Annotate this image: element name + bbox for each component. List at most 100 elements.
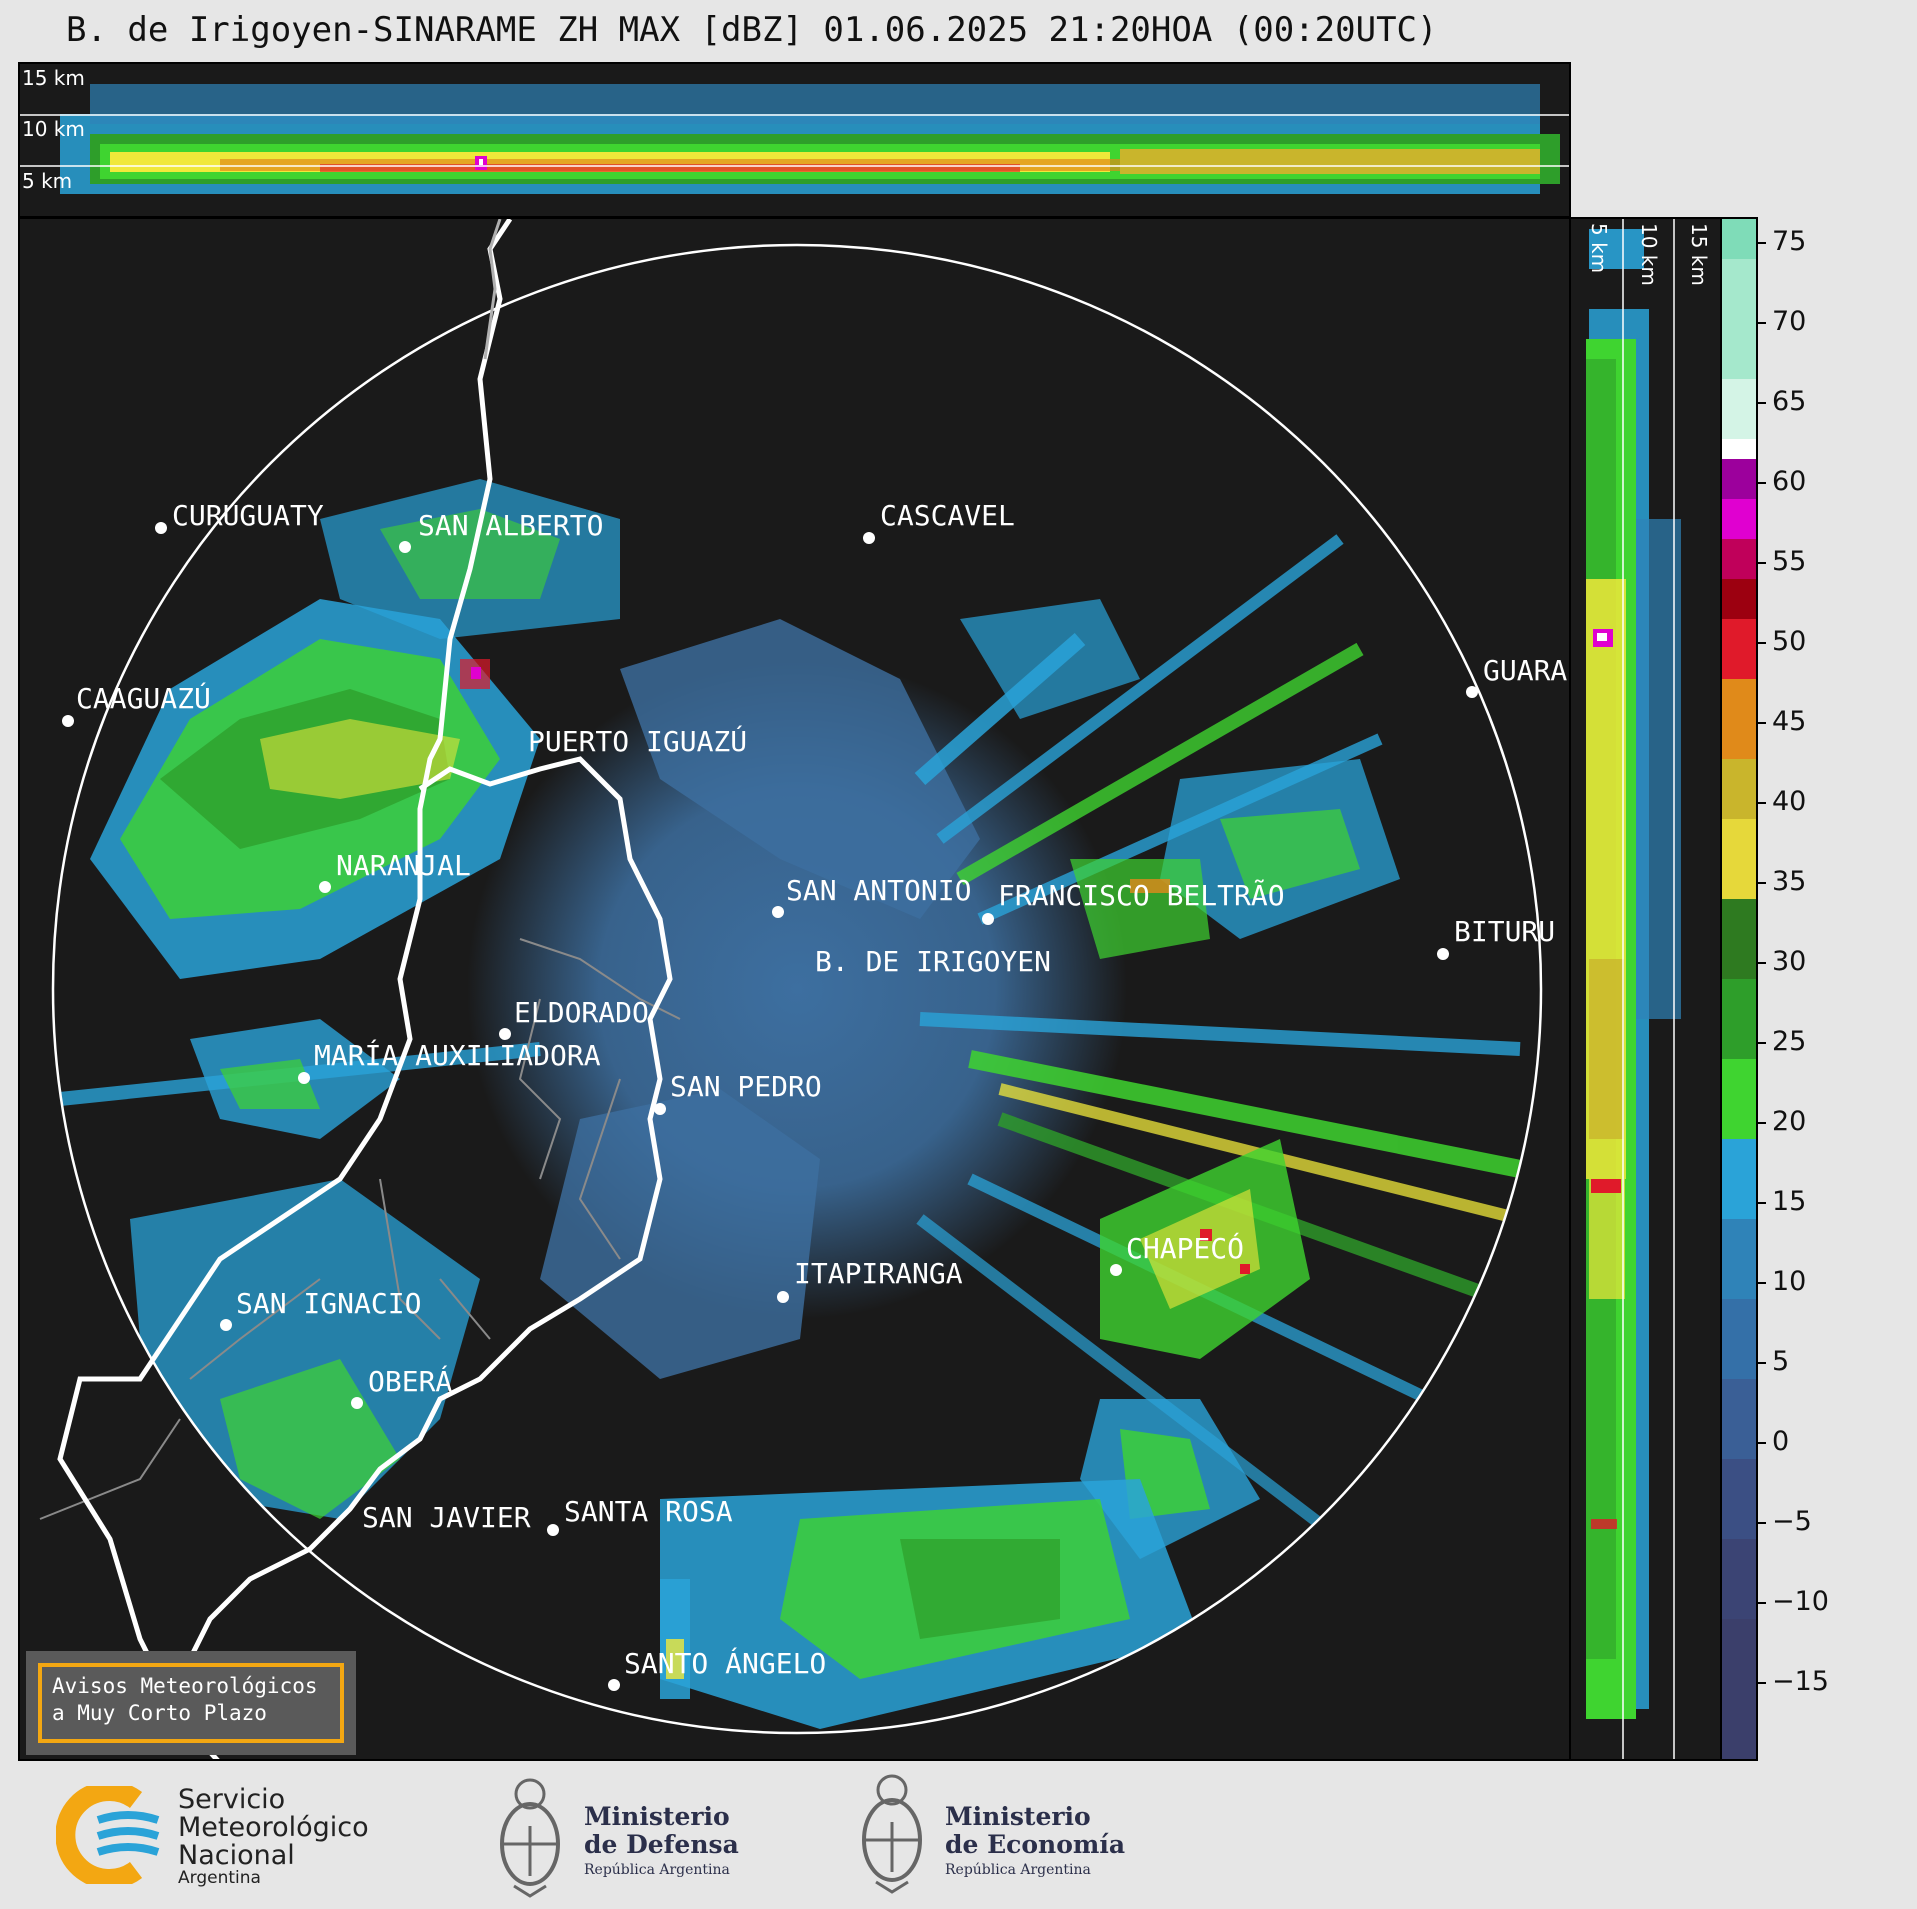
colorbar-tick-35 bbox=[1758, 882, 1766, 884]
city-label-santa-rosa: SANTA ROSA bbox=[564, 1495, 733, 1528]
city-label-san-alberto: SAN ALBERTO bbox=[418, 509, 604, 542]
colorbar-label-20: 20 bbox=[1772, 1106, 1807, 1137]
city-dot-san-alberto bbox=[399, 541, 411, 553]
colorbar-tick-45 bbox=[1758, 722, 1766, 724]
radar-map-panel: CURUGUATY SAN ALBERTO CASCAVEL CAAGUAZÚ … bbox=[18, 217, 1571, 1761]
top-km-label-5: 5 km bbox=[22, 169, 73, 193]
top-km-label-10: 10 km bbox=[22, 117, 85, 141]
top-cross-section-echoes bbox=[20, 84, 1569, 194]
colorbar-tick-minus15 bbox=[1758, 1682, 1766, 1684]
avisos-line1: Avisos Meteorológicos bbox=[52, 1674, 318, 1698]
colorbar-label-65: 65 bbox=[1772, 386, 1807, 417]
smn-line2: Meteorológico bbox=[178, 1812, 369, 1843]
city-label-caaguazu: CAAGUAZÚ bbox=[76, 682, 211, 715]
city-dot-santo-angelo bbox=[608, 1679, 620, 1691]
smn-line4: Argentina bbox=[178, 1868, 261, 1888]
side-cross-section-panel: 5 km 10 km 15 km bbox=[1569, 217, 1722, 1761]
reflectivity-colorbar bbox=[1720, 217, 1758, 1761]
city-dot-cascavel bbox=[863, 532, 875, 544]
colorbar-tick-25 bbox=[1758, 1042, 1766, 1044]
city-dot-santa-rosa bbox=[547, 1524, 559, 1536]
colorbar-label-minus5: −5 bbox=[1772, 1506, 1812, 1537]
colorbar-label-55: 55 bbox=[1772, 546, 1807, 577]
city-dot-naranjal bbox=[319, 881, 331, 893]
city-label-obera: OBERÁ bbox=[368, 1365, 453, 1398]
city-dot-chapeco bbox=[1110, 1264, 1122, 1276]
city-label-naranjal: NARANJAL bbox=[336, 849, 471, 882]
side-cross-section-echoes bbox=[1586, 219, 1681, 1759]
economia-line3: República Argentina bbox=[945, 1862, 1091, 1878]
top-km-label-15: 15 km bbox=[22, 66, 85, 90]
city-dot-obera bbox=[351, 1397, 363, 1409]
radar-echoes bbox=[59, 479, 1522, 1729]
city-dot-bituru bbox=[1437, 948, 1449, 960]
coat-of-arms-defensa-icon bbox=[500, 1778, 560, 1898]
colorbar-tick-65 bbox=[1758, 402, 1766, 404]
river-north bbox=[483, 219, 502, 360]
colorbar-tick-40 bbox=[1758, 802, 1766, 804]
defensa-line1: Ministerio bbox=[584, 1802, 730, 1831]
city-label-cascavel: CASCAVEL bbox=[880, 499, 1015, 532]
city-dot-itapiranga bbox=[777, 1291, 789, 1303]
colorbar-tick-75 bbox=[1758, 242, 1766, 244]
defensa-line2: de Defensa bbox=[584, 1830, 739, 1859]
smn-line3: Nacional bbox=[178, 1840, 295, 1871]
country-border-west bbox=[57, 219, 513, 1759]
top-cross-section-panel: 15 km 10 km 5 km bbox=[18, 62, 1571, 218]
province-borders bbox=[39, 938, 681, 1520]
side-km-label-15: 15 km bbox=[1687, 223, 1711, 286]
smn-line1: Servicio bbox=[178, 1784, 286, 1815]
city-label-bituru: BITURU bbox=[1454, 915, 1556, 948]
city-label-b-de-irigoyen: B. DE IRIGOYEN bbox=[815, 945, 1052, 978]
city-dot-san-pedro bbox=[654, 1103, 666, 1115]
city-label-francisco-beltrao: FRANCISCO BELTRÃO bbox=[998, 879, 1285, 912]
city-label-puerto-iguazu: PUERTO IGUAZÚ bbox=[528, 725, 748, 758]
city-label-san-pedro: SAN PEDRO bbox=[670, 1070, 822, 1103]
side-km-label-10: 10 km bbox=[1637, 223, 1661, 286]
city-dot-maria-auxiliadora bbox=[298, 1072, 310, 1084]
chart-title: B. de Irigoyen-SINARAME ZH MAX [dBZ] 01.… bbox=[66, 10, 1438, 50]
city-dot-guara bbox=[1466, 686, 1478, 698]
city-label-eldorado: ELDORADO bbox=[514, 996, 649, 1029]
city-dot-eldorado bbox=[499, 1028, 511, 1040]
colorbar-label-minus10: −10 bbox=[1772, 1586, 1829, 1617]
city-label-curuguaty: CURUGUATY bbox=[172, 499, 324, 532]
city-label-guara: GUARA bbox=[1483, 654, 1568, 687]
colorbar-tick-minus5 bbox=[1758, 1522, 1766, 1524]
colorbar-label-10: 10 bbox=[1772, 1266, 1807, 1297]
smn-logo-icon bbox=[56, 1786, 160, 1884]
avisos-box-inner: Avisos Meteorológicos a Muy Corto Plazo bbox=[38, 1663, 344, 1743]
colorbar-tick-70 bbox=[1758, 322, 1766, 324]
city-dot-curuguaty bbox=[155, 522, 167, 534]
economia-line1: Ministerio bbox=[945, 1802, 1091, 1831]
city-dot-san-antonio bbox=[772, 906, 784, 918]
range-ring bbox=[51, 243, 1543, 1735]
colorbar-label-75: 75 bbox=[1772, 226, 1807, 257]
economia-line2: de Economía bbox=[945, 1830, 1126, 1859]
colorbar-tick-15 bbox=[1758, 1202, 1766, 1204]
city-label-san-javier: SAN JAVIER bbox=[362, 1501, 531, 1534]
colorbar-label-30: 30 bbox=[1772, 946, 1807, 977]
avisos-box[interactable]: Avisos Meteorológicos a Muy Corto Plazo bbox=[26, 1651, 356, 1755]
colorbar-label-45: 45 bbox=[1772, 706, 1807, 737]
colorbar-tick-60 bbox=[1758, 482, 1766, 484]
colorbar-tick-20 bbox=[1758, 1122, 1766, 1124]
colorbar-label-50: 50 bbox=[1772, 626, 1807, 657]
city-label-chapeco: CHAPECÓ bbox=[1126, 1232, 1245, 1265]
city-label-santo-angelo: SANTO ÁNGELO bbox=[624, 1647, 827, 1680]
colorbar-tick-55 bbox=[1758, 562, 1766, 564]
avisos-line2: a Muy Corto Plazo bbox=[52, 1701, 267, 1725]
coat-of-arms-economia-icon bbox=[862, 1774, 922, 1894]
country-border-east bbox=[138, 756, 673, 1721]
colorbar-label-minus15: −15 bbox=[1772, 1666, 1829, 1697]
colorbar-tick-50 bbox=[1758, 642, 1766, 644]
colorbar-tick-30 bbox=[1758, 962, 1766, 964]
city-dot-francisco-beltrao bbox=[982, 913, 994, 925]
city-dot-caaguazu bbox=[62, 715, 74, 727]
colorbar-label-35: 35 bbox=[1772, 866, 1807, 897]
city-label-san-antonio: SAN ANTONIO bbox=[786, 874, 972, 907]
colorbar-tick-10 bbox=[1758, 1282, 1766, 1284]
colorbar-label-60: 60 bbox=[1772, 466, 1807, 497]
city-dot-san-ignacio bbox=[220, 1319, 232, 1331]
colorbar-label-0: 0 bbox=[1772, 1426, 1790, 1457]
